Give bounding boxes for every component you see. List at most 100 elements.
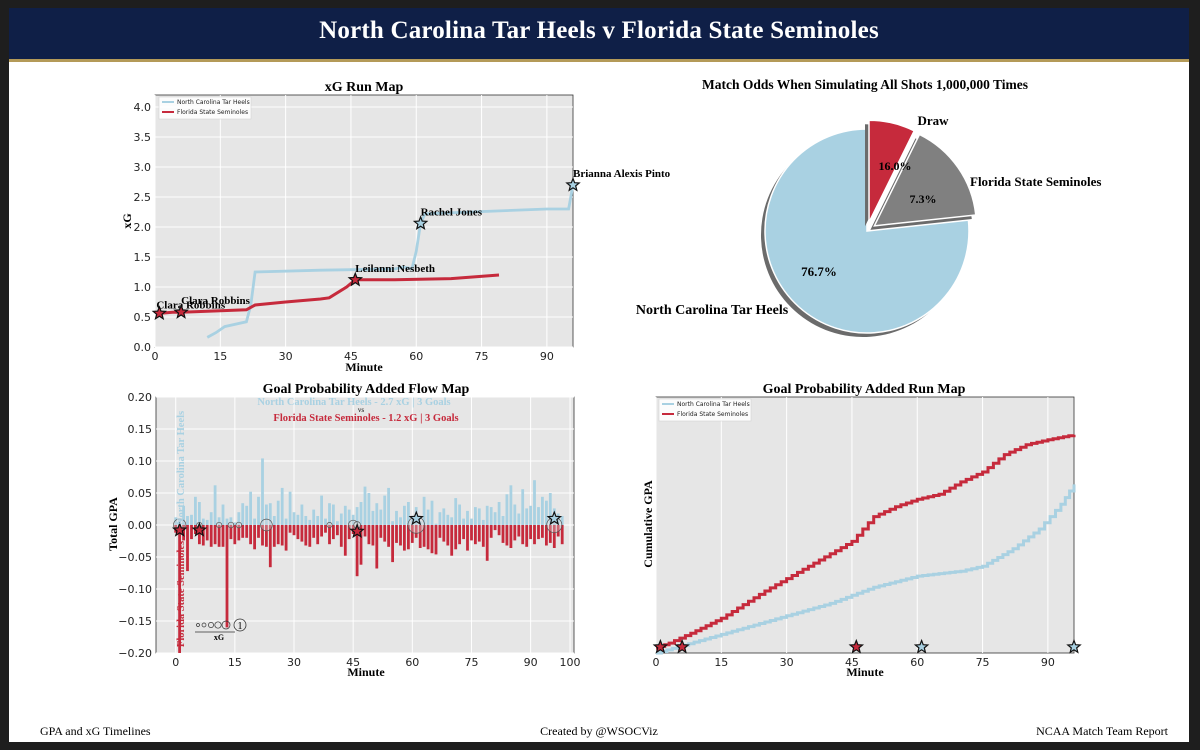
- flow-bar-unc: [383, 495, 387, 525]
- flow-bar-fsu: [489, 525, 493, 538]
- run-ylabel: Cumulative GPA: [641, 480, 655, 568]
- header-accent-line: [9, 59, 1189, 62]
- gpa-flow-title: Goal Probability Added Flow Map: [263, 382, 470, 397]
- xg-xtick-label: 30: [279, 350, 293, 363]
- flow-bar-fsu: [395, 525, 398, 543]
- flow-bar-unc: [324, 518, 327, 525]
- flow-bar-fsu: [493, 525, 497, 531]
- flow-bar-fsu: [481, 525, 485, 547]
- run-xtick-label: 90: [1041, 656, 1055, 669]
- pie-value-draw: 16.0%: [879, 159, 912, 173]
- flow-xg-circle-icon: [260, 518, 273, 532]
- flow-bar-unc: [485, 505, 489, 525]
- footer-right-text: NCAA Match Team Report: [1036, 724, 1168, 738]
- flow-bar-unc: [343, 505, 347, 525]
- footer-left-text: GPA and xG Timelines: [40, 724, 151, 738]
- flow-bar-fsu: [296, 525, 300, 540]
- run-series-line-unc: [656, 484, 1076, 655]
- flow-goal-star-icon: [191, 521, 208, 537]
- xg-legend: North Carolina Tar Heels Florida State S…: [158, 96, 252, 120]
- flow-bar-fsu: [403, 525, 406, 551]
- flow-bar-unc: [205, 519, 209, 525]
- flow-bar-fsu: [245, 525, 249, 538]
- flow-bar-unc: [525, 508, 529, 525]
- flow-bar-unc: [395, 510, 398, 525]
- flow-bar-unc: [493, 512, 497, 525]
- flow-bar-fsu: [426, 525, 430, 550]
- flow-bar-fsu: [198, 525, 201, 545]
- flow-size-legend: 1 xG: [195, 618, 247, 642]
- flow-bar-unc: [190, 514, 193, 525]
- flow-bar-fsu: [446, 525, 450, 546]
- flow-bar-unc: [209, 512, 213, 525]
- flow-bar-unc: [489, 507, 493, 525]
- run-legend: North Carolina Tar Heels Florida State S…: [658, 398, 752, 422]
- flow-ytick-label: 0.05: [128, 487, 153, 500]
- flow-bar-unc: [336, 521, 339, 525]
- flow-xtick-label: 60: [405, 656, 419, 669]
- xg-run-map-title: xG Run Map: [325, 80, 404, 95]
- run-goal-markers: [652, 638, 1082, 654]
- flow-bar-fsu: [253, 525, 256, 550]
- flow-bar-fsu: [182, 525, 185, 541]
- flow-bar-fsu: [537, 525, 540, 540]
- flow-bar-fsu: [261, 525, 264, 546]
- flow-bar-fsu: [190, 525, 193, 540]
- flow-ytick-label: 0.15: [128, 423, 153, 436]
- flow-xg-circle-icon: [326, 522, 333, 528]
- flow-bar-unc: [347, 509, 351, 525]
- run-lines: [656, 434, 1076, 655]
- flow-bar-unc: [221, 504, 225, 525]
- flow-goal-markers: [171, 510, 563, 539]
- flow-bar-fsu: [509, 525, 513, 548]
- flow-bar-fsu: [237, 525, 241, 541]
- xg-legend-fsu: Florida State Seminoles: [177, 109, 248, 116]
- flow-bar-unc: [541, 496, 544, 525]
- xg-goal-star-icon: [151, 305, 168, 321]
- flow-bar-unc: [403, 505, 406, 525]
- xg-ticks: 0 15 30 45 60 75 90 0.0 0.5 1.0 1.5 2.0 2.5 3.0 3.5 4.0: [134, 101, 554, 363]
- flow-bar-unc: [316, 516, 320, 525]
- flow-bar-unc: [430, 500, 434, 525]
- flow-bar-fsu: [336, 525, 339, 536]
- xg-ytick-label: 1.0: [134, 281, 152, 294]
- xg-xtick-label: 15: [213, 350, 227, 363]
- xg-xlabel: Minute: [345, 360, 383, 374]
- flow-ytick-label: 0.00: [128, 519, 153, 532]
- flow-bar-fsu: [529, 525, 532, 540]
- flow-bar-unc: [280, 487, 284, 525]
- flow-ticks: 0 15 30 45 60 75 90 100 0.20 0.15 0.10 0.05 0.00 −0.0…: [118, 391, 580, 669]
- flow-side-label-fsu: Florida State Seminoles: [176, 541, 187, 647]
- flow-bar-unc: [268, 503, 272, 525]
- flow-bar-unc: [533, 480, 536, 525]
- flow-bar-unc: [296, 514, 300, 525]
- pie-label-fsu: Florida State Seminoles: [970, 174, 1101, 189]
- flow-bar-fsu: [205, 525, 209, 541]
- run-legend-fsu: Florida State Seminoles: [677, 411, 748, 418]
- xg-ytick-label: 3.5: [134, 131, 152, 144]
- flow-bar-unc: [371, 510, 375, 525]
- flow-bar-fsu: [276, 525, 280, 545]
- flow-xg-circle-icon: [235, 521, 242, 529]
- flow-bar-fsu: [407, 525, 410, 550]
- flow-bar-unc: [265, 504, 268, 525]
- flow-bar-unc: [225, 518, 229, 525]
- flow-bar-unc: [300, 504, 304, 525]
- flow-subtitle-fsu: Florida State Seminoles - 1.2 xG | 3 Goa…: [273, 413, 458, 424]
- flow-bar-fsu: [501, 525, 505, 543]
- flow-bar-unc: [560, 516, 564, 525]
- flow-bar-fsu: [418, 525, 422, 548]
- flow-xg-circle-icon: [216, 521, 223, 529]
- flow-bar-unc: [308, 519, 312, 525]
- flow-bar-fsu: [391, 525, 394, 563]
- match-odds-title: Match Odds When Simulating All Shots 1,0…: [702, 77, 1028, 92]
- flow-bar-unc: [249, 491, 252, 525]
- xg-goal-label: Clara Robbins: [181, 295, 250, 307]
- flow-bar-unc: [438, 512, 442, 525]
- flow-bar-fsu: [225, 525, 229, 628]
- flow-xtick-label: 75: [464, 656, 478, 669]
- flow-xg-circle-icon: [227, 521, 235, 529]
- flow-bar-fsu: [474, 525, 477, 545]
- flow-ytick-label: −0.15: [118, 615, 152, 628]
- flow-bar-fsu: [383, 525, 387, 542]
